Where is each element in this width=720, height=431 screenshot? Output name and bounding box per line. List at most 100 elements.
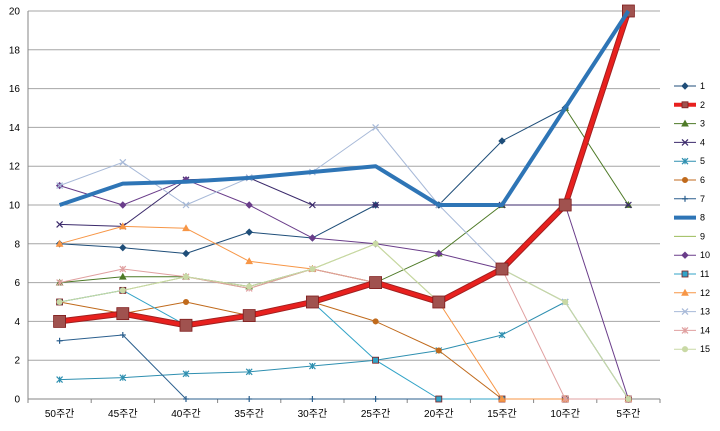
legend-label: 15	[700, 344, 710, 354]
legend-item: 1	[674, 81, 705, 91]
data-point	[625, 395, 632, 403]
legend-label: 11	[700, 269, 709, 279]
series-2	[53, 4, 635, 332]
y-tick-label: 2	[14, 356, 20, 367]
legend-item: 6	[674, 175, 705, 185]
legend-label: 5	[700, 156, 705, 166]
data-point	[56, 220, 64, 228]
data-point	[245, 228, 253, 236]
legend-item: 9	[674, 231, 705, 241]
legend-item: 7	[674, 194, 705, 204]
legend-marker	[681, 119, 689, 127]
legend-marker	[681, 82, 689, 90]
legend-label: 4	[700, 137, 705, 147]
data-point	[53, 314, 66, 328]
series-group	[53, 4, 635, 403]
y-tick-label: 12	[9, 162, 21, 173]
y-tick-label: 20	[9, 7, 21, 18]
data-point	[495, 262, 509, 276]
y-tick-label: 18	[9, 45, 21, 56]
x-tick-label: 10주간	[550, 408, 580, 420]
legend-label: 1	[700, 81, 705, 91]
x-tick-label: 40주간	[171, 408, 201, 420]
data-point	[432, 295, 446, 309]
data-point	[119, 265, 127, 273]
data-point	[182, 273, 190, 280]
x-tick-label: 45주간	[108, 408, 138, 420]
data-point	[372, 396, 379, 402]
legend-item: 4	[674, 137, 705, 147]
data-point	[309, 396, 316, 402]
x-tick-label: 5주간	[616, 408, 640, 420]
legend-item: 12	[674, 288, 710, 298]
series-line	[59, 10, 629, 254]
legend-marker	[681, 138, 689, 146]
data-point	[372, 318, 379, 325]
data-point	[246, 283, 253, 290]
data-point	[372, 201, 380, 209]
legend-marker	[681, 270, 689, 278]
data-point	[308, 362, 316, 370]
data-point	[372, 356, 380, 364]
legend-item: 10	[674, 250, 710, 260]
data-point	[498, 331, 506, 339]
data-point	[119, 158, 127, 166]
legend-label: 7	[700, 194, 705, 204]
data-point	[119, 243, 127, 252]
data-point	[245, 201, 253, 209]
data-point	[56, 298, 63, 306]
data-point	[372, 123, 380, 131]
legend-label: 10	[700, 250, 710, 260]
data-point	[118, 222, 127, 230]
x-tick-label: 15주간	[487, 408, 517, 420]
legend-marker	[681, 288, 689, 296]
series-line	[58, 9, 631, 207]
data-point	[182, 224, 190, 232]
x-tick-label: 30주간	[298, 408, 328, 420]
legend-item: 11	[674, 269, 709, 279]
x-tick-label: 35주간	[234, 408, 264, 420]
legend-marker	[681, 326, 689, 334]
data-point	[118, 272, 127, 280]
series-line	[59, 10, 631, 328]
data-point	[305, 295, 319, 309]
legend-item: 13	[674, 307, 710, 317]
data-point	[246, 396, 253, 402]
data-point	[119, 374, 127, 382]
data-point	[372, 240, 379, 247]
legend-label: 3	[700, 119, 705, 129]
series-line	[59, 301, 629, 400]
data-point	[498, 137, 506, 145]
legend-marker	[681, 251, 689, 259]
legend-marker	[681, 101, 689, 109]
data-point	[56, 376, 64, 384]
legend-marker	[681, 308, 689, 316]
legend-marker	[682, 195, 688, 202]
data-point	[183, 396, 189, 402]
y-axis: 0 2 4 6 8 10 12 14 16 18 20	[9, 7, 29, 406]
y-tick-label: 6	[14, 278, 20, 289]
legend-label: 6	[700, 175, 705, 185]
legend-marker	[681, 176, 689, 184]
legend-label: 2	[700, 100, 705, 110]
legend-item: 2	[674, 100, 705, 110]
data-point	[498, 394, 506, 402]
x-tick-label: 50주간	[45, 408, 75, 420]
data-point	[56, 279, 64, 287]
data-point	[435, 347, 442, 354]
data-point	[624, 201, 632, 209]
data-point	[55, 239, 64, 247]
x-tick-label: 25주간	[361, 408, 391, 420]
data-point	[308, 234, 317, 242]
data-point	[179, 318, 193, 332]
data-point	[308, 201, 316, 209]
data-point	[435, 395, 443, 403]
data-point	[245, 257, 254, 265]
legend-item: 15	[674, 344, 710, 354]
legend-item: 5	[674, 156, 705, 166]
data-point	[561, 395, 569, 403]
legend-item: 14	[674, 325, 710, 335]
